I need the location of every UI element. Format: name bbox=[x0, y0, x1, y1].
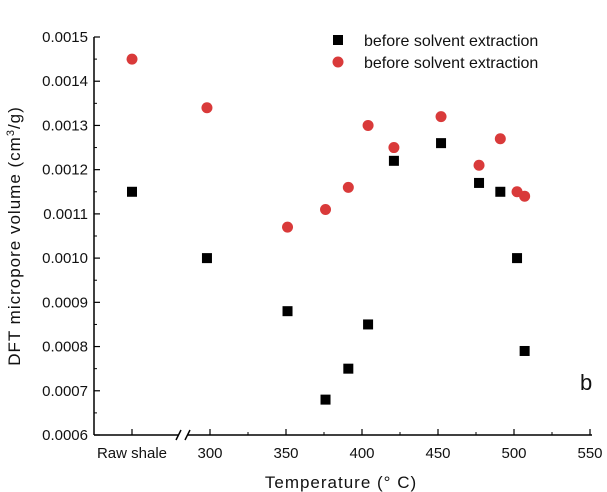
panel-label: b bbox=[580, 370, 592, 395]
data-point bbox=[362, 119, 374, 131]
y-tick-label: 0.0012 bbox=[42, 162, 88, 179]
y-tick-label: 0.0013 bbox=[42, 117, 88, 134]
data-point bbox=[494, 133, 506, 145]
data-point bbox=[388, 142, 400, 154]
data-point-raw-shale bbox=[126, 53, 138, 65]
x-tick-label: Raw shale bbox=[97, 445, 167, 462]
data-point bbox=[320, 394, 331, 405]
axis-break-mark bbox=[175, 429, 182, 441]
y-tick-label: 0.0009 bbox=[42, 294, 88, 311]
x-tick-label: 450 bbox=[425, 445, 450, 462]
x-tick-label: 300 bbox=[197, 445, 222, 462]
legend-label: before solvent extraction bbox=[364, 55, 538, 72]
y-tick-label: 0.0014 bbox=[42, 73, 88, 90]
data-point bbox=[342, 181, 354, 193]
data-point bbox=[436, 138, 447, 149]
y-axis-title: DFT micropore volume (cm3/g) bbox=[5, 106, 24, 366]
data-point bbox=[519, 190, 531, 202]
ticks: 0.0006 0.0007 0.0008 0.0009 0.0010 0.0011 0.00… bbox=[42, 29, 602, 462]
data-point bbox=[388, 155, 399, 166]
data-point bbox=[201, 102, 213, 114]
data-point bbox=[282, 221, 294, 233]
x-axis-title: Temperature (° C) bbox=[265, 473, 417, 492]
legend-marker bbox=[332, 56, 344, 68]
data-point bbox=[282, 306, 293, 317]
legend-marker bbox=[333, 35, 343, 45]
data-point bbox=[343, 363, 354, 374]
data-point bbox=[435, 111, 447, 123]
data-point bbox=[519, 345, 530, 356]
data-point bbox=[473, 159, 485, 171]
data-points bbox=[126, 53, 531, 405]
x-tick-label: 400 bbox=[349, 445, 374, 462]
y-tick-label: 0.0007 bbox=[42, 383, 88, 400]
x-tick-label: 550 bbox=[577, 445, 602, 462]
data-point bbox=[474, 177, 485, 188]
y-tick-label: 0.0015 bbox=[42, 29, 88, 46]
y-tick-label: 0.0008 bbox=[42, 339, 88, 356]
y-tick-label: 0.0010 bbox=[42, 250, 88, 267]
y-tick-label: 0.0011 bbox=[43, 206, 88, 223]
axes bbox=[93, 37, 592, 441]
axis-break-mark bbox=[184, 429, 191, 441]
series-1 bbox=[127, 138, 530, 405]
legend-label: before solvent extraction bbox=[364, 33, 538, 50]
x-tick-label: 350 bbox=[273, 445, 298, 462]
data-point bbox=[512, 253, 523, 264]
data-point bbox=[363, 319, 374, 330]
legend: before solvent extraction before solvent … bbox=[332, 33, 538, 72]
series-2 bbox=[126, 53, 531, 233]
data-point-raw-shale bbox=[127, 186, 137, 197]
data-point bbox=[320, 203, 332, 215]
data-point bbox=[201, 253, 212, 264]
data-point bbox=[495, 186, 506, 197]
y-tick-label: 0.0006 bbox=[42, 427, 88, 444]
x-tick-label: 500 bbox=[501, 445, 526, 462]
